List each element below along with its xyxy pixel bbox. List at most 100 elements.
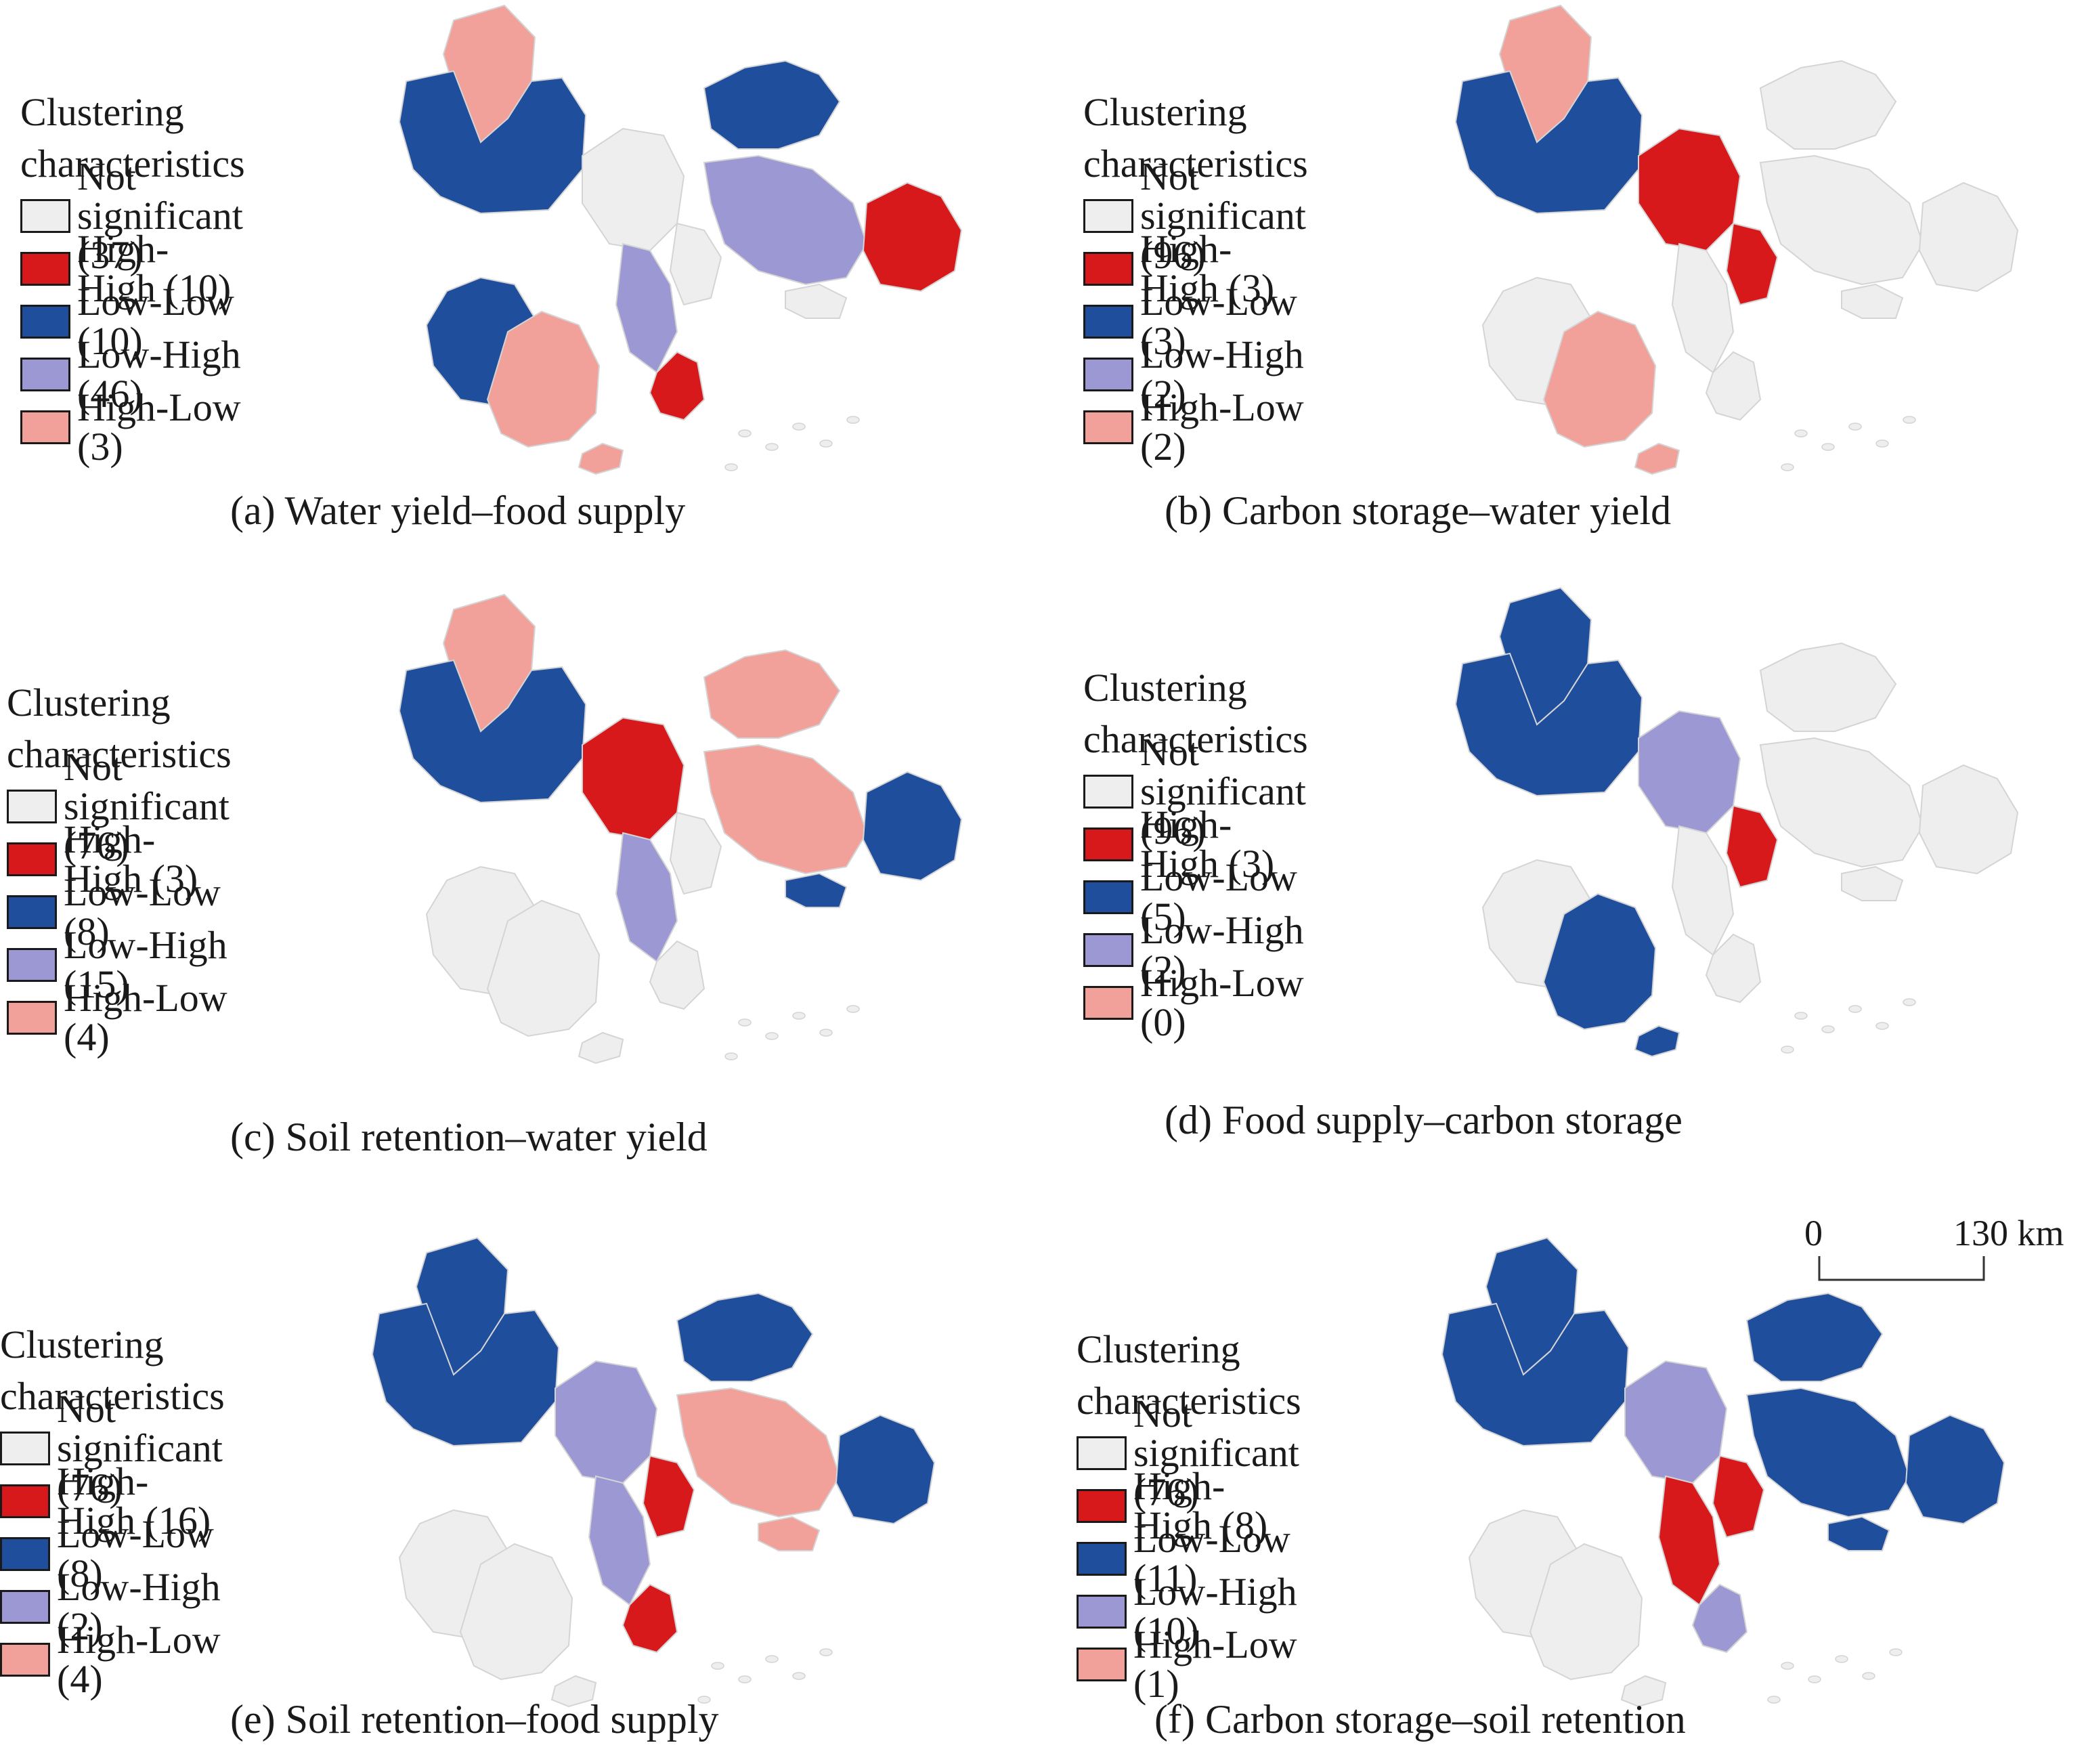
legend-label: Low-High (2) xyxy=(57,1565,221,1648)
legend-a: Clustering characteristics Not significa… xyxy=(20,87,245,467)
legend-label: Low-High (2) xyxy=(1140,332,1304,416)
caption-f: (f) Carbon storage–soil retention xyxy=(1154,1697,1686,1742)
legend-item-low-high: Low-High (46) xyxy=(20,335,245,414)
legend-label: High-Low (2) xyxy=(1140,385,1304,469)
legend-swatch xyxy=(0,1537,50,1571)
map-island xyxy=(1875,439,1889,448)
legend-swatch xyxy=(1083,775,1133,809)
map-island xyxy=(724,1052,738,1060)
map-region xyxy=(1759,642,1897,732)
map-island xyxy=(738,1675,752,1683)
map-island xyxy=(1821,1025,1835,1033)
map-region xyxy=(1441,1302,1630,1447)
map-region xyxy=(1638,127,1741,252)
map-island xyxy=(1794,429,1808,437)
map-region xyxy=(1691,1583,1748,1654)
map-region xyxy=(1634,1025,1680,1058)
legend-label: Not significant (76) xyxy=(64,745,230,867)
legend-item-low-low: Low-Low (3) xyxy=(1083,282,1308,361)
map-region xyxy=(676,1292,814,1382)
legend-label: High-High (16) xyxy=(57,1459,211,1543)
legend-item-low-high: Low-High (2) xyxy=(0,1568,225,1646)
map-region xyxy=(555,1360,658,1484)
legend-item-high-low: High-Low (4) xyxy=(0,1620,225,1699)
legend-swatch xyxy=(7,790,57,823)
map-island xyxy=(697,1696,711,1704)
legend-title-line1: Clustering xyxy=(1083,90,1247,134)
legend-swatch xyxy=(0,1484,50,1518)
legend-swatch xyxy=(1077,1436,1127,1470)
legend-item-low-low: Low-Low (11) xyxy=(1077,1520,1301,1598)
scale-label-start: 0 xyxy=(1804,1213,1823,1253)
legend-swatch xyxy=(1083,933,1133,967)
legend-label: Not significant (37) xyxy=(77,154,243,277)
legend-d: Clustering characteristics Not significa… xyxy=(1083,662,1308,1042)
map-region xyxy=(1841,283,1904,319)
legend-item-low-low: Low-Low (8) xyxy=(7,873,232,951)
legend-swatch xyxy=(1077,1595,1127,1629)
legend-item-not-significant: Not significant (76) xyxy=(1077,1394,1301,1512)
legend-c: Clustering characteristics Not significa… xyxy=(7,677,232,1057)
map-region xyxy=(1671,242,1735,374)
legend-item-low-high: Low-High (10) xyxy=(1077,1572,1301,1651)
legend-swatch xyxy=(0,1432,50,1465)
map-region xyxy=(582,127,685,252)
legend-label: Low-Low (8) xyxy=(57,1512,214,1595)
legend-swatch xyxy=(20,410,70,444)
legend-title-line2: characteristics xyxy=(0,1374,225,1418)
map-region xyxy=(1624,1360,1728,1484)
map-island xyxy=(1781,1662,1794,1670)
map-region xyxy=(862,181,963,293)
map-region xyxy=(1712,1455,1765,1539)
map-island xyxy=(1794,1012,1808,1020)
map-region xyxy=(835,1414,936,1525)
map-region xyxy=(1827,1515,1890,1551)
map-region xyxy=(758,1515,821,1551)
map-region xyxy=(1905,1414,2005,1525)
map-region xyxy=(615,832,678,963)
map-region xyxy=(862,771,963,882)
legend-label: High-Low (0) xyxy=(1140,961,1304,1044)
legend-label: Low-Low (8) xyxy=(64,870,221,953)
legend-title-line1: Clustering xyxy=(1077,1327,1240,1371)
legend-swatch xyxy=(1083,199,1133,233)
legend-swatch xyxy=(7,842,57,876)
map-region xyxy=(371,1302,560,1447)
map-island xyxy=(819,1648,833,1656)
map-region xyxy=(1638,710,1741,834)
map-island xyxy=(1848,1005,1862,1013)
legend-swatch xyxy=(1083,410,1133,444)
map-region xyxy=(1620,1675,1667,1708)
legend-swatch xyxy=(20,305,70,339)
legend-label: Low-High (2) xyxy=(1140,908,1304,991)
map-region xyxy=(1918,181,2019,293)
scale-bar xyxy=(1818,1256,1985,1281)
map-island xyxy=(1903,998,1916,1006)
legend-label: Low-High (46) xyxy=(77,332,241,416)
legend-e: Clustering characteristics Not significa… xyxy=(0,1319,225,1699)
legend-item-low-high: Low-High (15) xyxy=(7,926,232,1004)
map-island xyxy=(765,1032,779,1040)
map-island xyxy=(765,1655,779,1663)
caption-d: (d) Food supply–carbon storage xyxy=(1165,1098,1683,1142)
legend-item-not-significant: Not significant (96) xyxy=(1083,157,1308,275)
map-region xyxy=(642,1455,695,1539)
map-region xyxy=(588,1475,651,1606)
map-region xyxy=(486,899,601,1037)
map-region xyxy=(676,1387,841,1518)
map-island xyxy=(1781,463,1794,471)
map-island xyxy=(1848,423,1862,431)
legend-label: Low-High (10) xyxy=(1133,1570,1297,1653)
map-island xyxy=(765,443,779,451)
map-region xyxy=(1542,892,1657,1031)
map-region xyxy=(1759,737,1924,868)
legend-label: High-Low (3) xyxy=(77,385,241,469)
legend-swatch xyxy=(1083,880,1133,914)
legend-title-line2: characteristics xyxy=(20,142,245,186)
map-f xyxy=(1441,1236,2005,1708)
map-region xyxy=(550,1675,597,1708)
map-region xyxy=(649,351,705,421)
legend-f: Clustering characteristics Not significa… xyxy=(1077,1324,1301,1704)
legend-swatch xyxy=(1083,252,1133,286)
legend-item-low-high: Low-High (2) xyxy=(1083,335,1308,414)
